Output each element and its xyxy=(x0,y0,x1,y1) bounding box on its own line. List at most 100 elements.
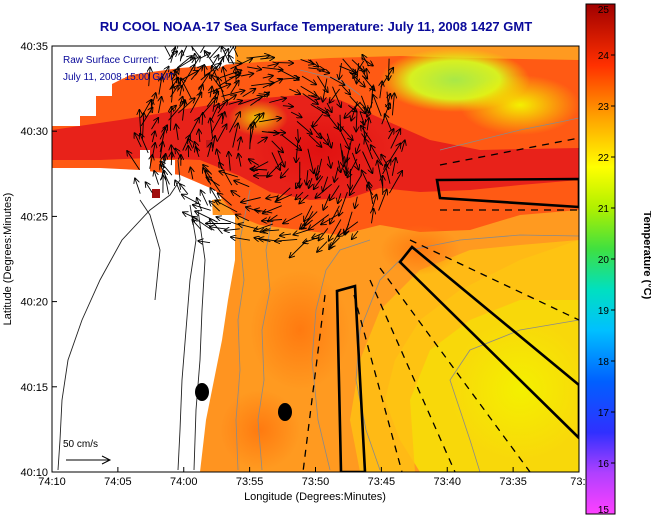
current-arrow xyxy=(390,129,400,149)
current-arrow xyxy=(241,197,261,203)
colorbar-tick-label: 21 xyxy=(598,204,610,215)
current-arrow xyxy=(212,66,219,81)
x-tick-label: 74:10 xyxy=(38,476,66,488)
current-arrow xyxy=(329,219,342,241)
y-tick-label: 40:10 xyxy=(20,467,48,479)
current-arrow xyxy=(152,131,155,143)
current-arrow xyxy=(180,184,189,195)
current-arrow xyxy=(277,150,285,167)
colorbar-tick-label: 20 xyxy=(598,255,610,266)
colorbar-tick-label: 25 xyxy=(598,5,610,16)
current-arrow xyxy=(146,182,153,193)
current-arrow xyxy=(347,158,358,177)
current-arrow xyxy=(231,237,250,240)
current-arrow xyxy=(338,160,341,173)
current-arrow xyxy=(344,223,350,234)
colorbar-tick-label: 19 xyxy=(598,306,610,317)
current-arrow xyxy=(217,217,238,225)
current-arrow xyxy=(389,144,401,161)
current-arrow xyxy=(301,75,316,84)
colorbar-tick-label: 16 xyxy=(598,459,610,470)
current-arrow xyxy=(299,194,309,204)
current-arrow xyxy=(183,100,185,121)
current-arrow xyxy=(234,181,250,188)
current-arrow xyxy=(176,56,192,69)
current-arrow xyxy=(200,46,206,54)
y-tick-label: 40:35 xyxy=(20,41,48,53)
current-arrow xyxy=(159,128,165,153)
current-arrow xyxy=(198,241,211,243)
current-arrow xyxy=(318,132,329,145)
colorbar-tick-label: 23 xyxy=(598,102,610,113)
current-arrow xyxy=(197,198,203,212)
chart-title: RU COOL NOAA-17 Sea Surface Temperature:… xyxy=(100,19,532,34)
current-arrow xyxy=(302,93,318,105)
current-arrow xyxy=(305,211,314,225)
current-arrow xyxy=(300,58,314,64)
current-arrow xyxy=(257,138,267,144)
current-arrow xyxy=(164,46,171,57)
current-arrow xyxy=(260,58,274,59)
current-arrow xyxy=(314,175,324,189)
colorbar-ticks: 15 16 17 18 19 20 21 22 23 24 25 xyxy=(598,3,615,516)
sst-southeast-bright xyxy=(450,320,579,460)
current-arrow xyxy=(181,78,193,100)
y-tick-label: 40:20 xyxy=(20,297,48,309)
current-arrow xyxy=(315,183,332,198)
current-arrow xyxy=(392,93,394,116)
current-arrow xyxy=(290,111,302,117)
current-arrow xyxy=(350,168,351,189)
current-arrow xyxy=(271,140,283,153)
colorbar-tick-label: 15 xyxy=(598,505,610,516)
current-arrow xyxy=(170,107,171,131)
transect-dashed xyxy=(302,137,579,472)
current-arrow xyxy=(300,85,317,95)
current-title: Raw Surface Current: xyxy=(63,55,159,66)
current-arrow xyxy=(242,89,256,97)
current-arrow xyxy=(327,114,339,129)
current-arrow xyxy=(263,230,280,231)
current-arrow xyxy=(259,118,281,123)
current-arrow xyxy=(170,48,176,63)
current-arrow xyxy=(359,102,370,113)
current-arrow xyxy=(310,104,329,115)
current-arrow xyxy=(269,98,286,103)
colorbar-tick-label: 22 xyxy=(598,153,610,164)
current-arrow xyxy=(346,157,348,175)
current-arrow xyxy=(211,114,222,134)
y-tick-label: 40:15 xyxy=(20,382,48,394)
x-tick-label: 74:05 xyxy=(104,476,132,488)
current-arrow xyxy=(356,143,360,154)
current-arrow xyxy=(151,118,159,130)
current-arrow xyxy=(212,89,217,112)
current-arrow xyxy=(277,63,294,64)
current-arrow xyxy=(236,215,250,222)
sst-yellow-north xyxy=(460,75,579,135)
current-arrow xyxy=(373,95,382,117)
current-arrow xyxy=(380,82,382,99)
current-arrow xyxy=(250,169,268,170)
current-arrow xyxy=(223,67,228,85)
current-arrow xyxy=(149,68,150,87)
current-arrow xyxy=(321,213,340,225)
current-arrow xyxy=(212,136,215,152)
colorbar xyxy=(585,3,616,515)
current-arrow xyxy=(339,65,356,73)
current-arrow xyxy=(319,228,329,240)
current-arrow xyxy=(296,178,302,188)
current-arrow xyxy=(385,165,391,184)
current-arrow xyxy=(190,93,201,114)
current-arrow xyxy=(238,154,241,167)
current-arrow xyxy=(309,214,330,230)
current-arrow xyxy=(276,194,292,202)
current-arrow xyxy=(326,133,331,148)
current-arrow xyxy=(239,224,259,230)
x-tick-label: 73:55 xyxy=(236,476,264,488)
current-vectors xyxy=(127,46,405,257)
x-tick-label: 73:35 xyxy=(499,476,527,488)
current-time: July 11, 2008 15:00 GMT xyxy=(63,72,175,83)
current-arrow xyxy=(340,132,349,149)
current-arrow xyxy=(303,236,320,243)
x-tick-label: 73:45 xyxy=(368,476,396,488)
